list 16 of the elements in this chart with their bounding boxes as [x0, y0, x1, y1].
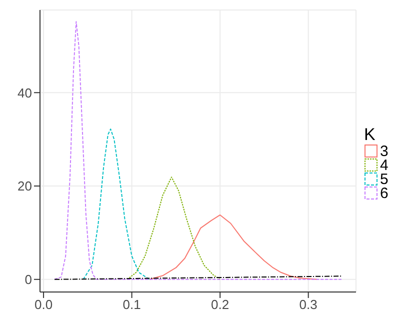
legend-label: 3 — [380, 142, 388, 160]
x-tick-label: 0.0 — [34, 297, 53, 312]
y-tick-label: 0 — [24, 272, 32, 288]
y-tick-label: 20 — [18, 178, 32, 194]
legend-title: K — [364, 125, 376, 144]
x-tick-label: 0.2 — [211, 297, 230, 312]
line-series — [126, 176, 221, 280]
x-tick-label: 0.1 — [122, 297, 141, 312]
line-series — [148, 214, 318, 280]
line-series — [82, 128, 150, 280]
legend-label: 4 — [380, 156, 388, 174]
legend-label: 6 — [380, 184, 388, 202]
y-tick-label: 40 — [18, 85, 32, 100]
legend-label: 5 — [380, 170, 388, 188]
x-tick-label: 0.3 — [299, 297, 318, 312]
line-series — [54, 21, 342, 280]
